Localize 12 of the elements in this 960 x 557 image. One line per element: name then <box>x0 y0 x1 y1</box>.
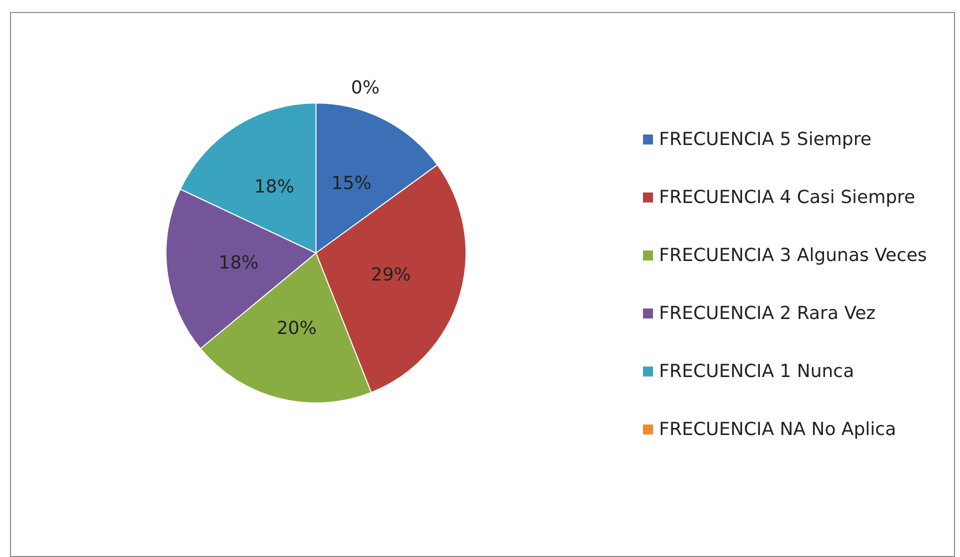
data-label: 29% <box>370 264 411 286</box>
legend-label: FRECUENCIA 2 Rara Vez <box>659 303 876 324</box>
legend-label: FRECUENCIA NA No Aplica <box>659 419 896 440</box>
legend-label: FRECUENCIA 4 Casi Siempre <box>659 187 916 208</box>
data-label: 18% <box>218 252 259 274</box>
text: 0% <box>351 78 380 98</box>
legend-label: FRECUENCIA 5 Siempre <box>659 129 872 150</box>
legend-label: FRECUENCIA 1 Nunca <box>659 361 854 382</box>
data-label: 18% <box>254 176 294 198</box>
data-label: 15% <box>331 173 372 194</box>
legend-label: FRECUENCIA 3 Algunas Veces <box>659 245 927 266</box>
data-label: 20% <box>276 318 317 340</box>
